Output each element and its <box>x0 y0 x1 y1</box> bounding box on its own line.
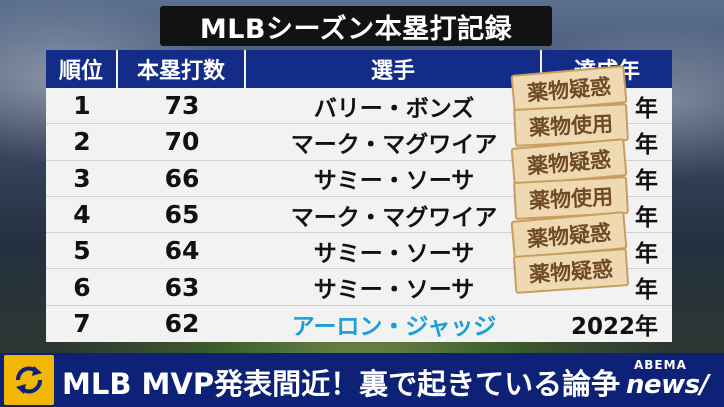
home-runs-cell: 73 <box>164 91 200 121</box>
logo-main-text: news/ <box>626 370 709 400</box>
home-runs-cell: 63 <box>164 272 200 302</box>
player-cell-highlighted: アーロン・ジャッジ <box>291 313 497 340</box>
table-row: 4 65 マーク・マグワイア 年 <box>46 197 672 234</box>
table-body: 1 73 バリー・ボンズ 年 2 70 マーク・マグワイア 年 3 66 サミー… <box>46 88 672 342</box>
rank-cell: 2 <box>73 127 91 157</box>
player-cell: バリー・ボンズ <box>313 95 475 122</box>
year-cell: 年 <box>635 168 658 195</box>
year-cell: 年 <box>635 277 658 304</box>
year-cell: 年 <box>635 240 658 267</box>
table-row: 6 63 サミー・ソーサ 年 <box>46 269 672 306</box>
home-runs-cell: 65 <box>164 200 200 230</box>
doping-stamp: 薬物疑惑 <box>512 248 630 294</box>
player-cell: サミー・ソーサ <box>313 240 475 267</box>
table-row: 7 62 アーロン・ジャッジ 2022年 <box>46 306 672 342</box>
table-row: 2 70 マーク・マグワイア 年 <box>46 124 672 161</box>
refresh-arrows-icon <box>4 355 54 405</box>
news-caption: MLB MVP発表間近！裏で起きている論争 <box>62 367 621 401</box>
year-cell: 年 <box>635 131 658 158</box>
rank-cell: 3 <box>73 163 91 193</box>
player-cell: マーク・マグワイア <box>290 204 498 231</box>
player-cell: サミー・ソーサ <box>313 277 475 304</box>
table-row: 1 73 バリー・ボンズ 年 <box>46 88 672 125</box>
rank-cell: 6 <box>73 272 91 302</box>
page-title: MLBシーズン本塁打記録 <box>199 13 513 45</box>
table-row: 3 66 サミー・ソーサ 年 <box>46 161 672 197</box>
year-cell: 年 <box>635 95 658 122</box>
logo-top-text: ABEMA <box>634 358 687 372</box>
year-cell: 2022年 <box>570 313 658 340</box>
player-cell: マーク・マグワイア <box>290 131 498 158</box>
home-runs-cell: 70 <box>164 127 200 157</box>
home-runs-cell: 66 <box>164 163 200 193</box>
caption-bar <box>0 353 724 407</box>
header-rank: 順位 <box>46 50 118 88</box>
table-row: 5 64 サミー・ソーサ 年 <box>46 233 672 270</box>
header-home-runs: 本塁打数 <box>118 50 246 88</box>
rank-cell: 1 <box>73 91 91 121</box>
player-cell: サミー・ソーサ <box>313 168 475 195</box>
rank-cell: 4 <box>73 200 91 230</box>
header-player: 選手 <box>246 50 542 88</box>
year-cell: 年 <box>635 204 658 231</box>
home-runs-cell: 62 <box>164 309 200 339</box>
home-runs-cell: 64 <box>164 236 200 266</box>
title-banner: MLBシーズン本塁打記録 <box>160 6 552 46</box>
rank-cell: 7 <box>73 309 91 339</box>
rank-cell: 5 <box>73 236 91 266</box>
abema-news-logo: ABEMA news/ <box>622 356 720 404</box>
